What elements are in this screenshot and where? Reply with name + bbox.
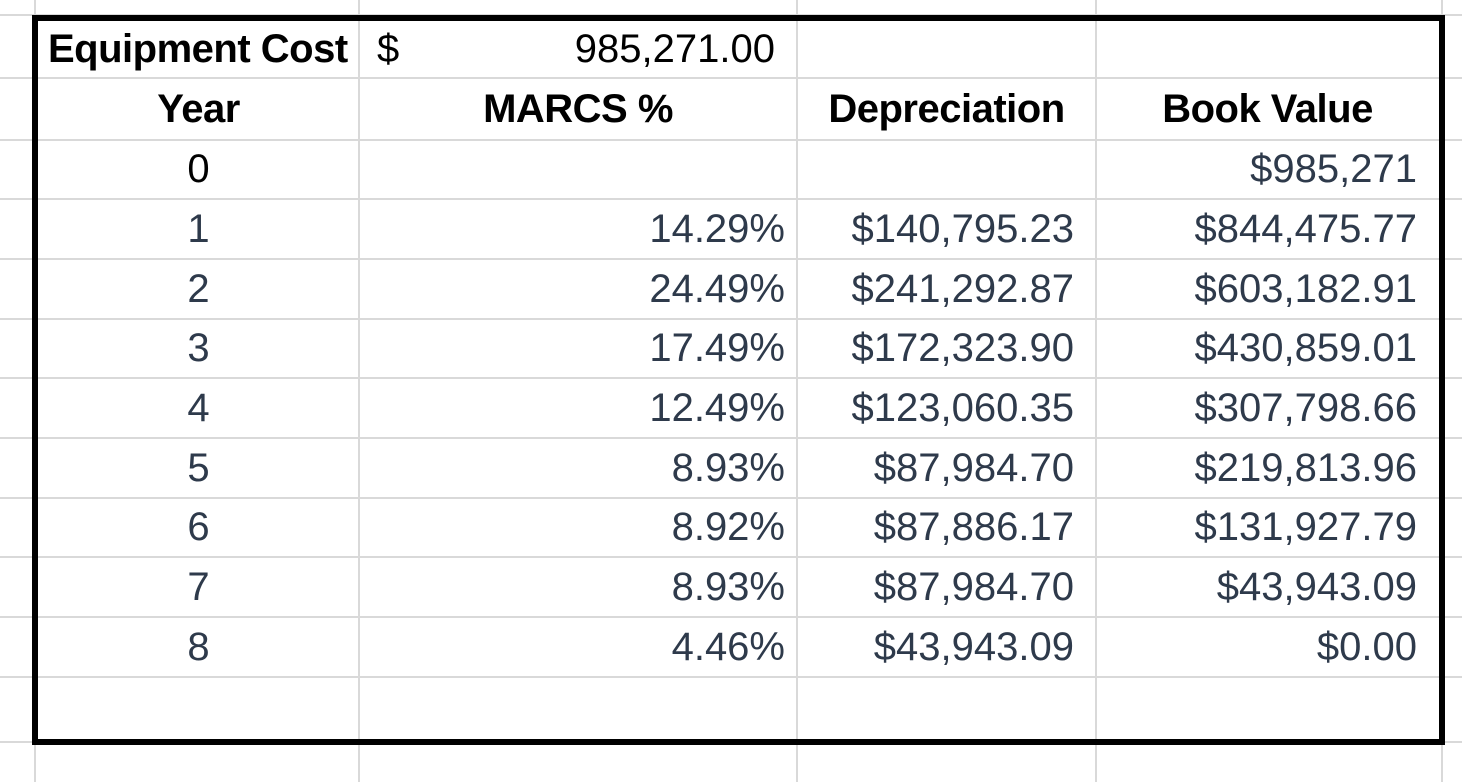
book-value-cell[interactable]: $985,271 bbox=[1250, 147, 1417, 191]
book-value-cell[interactable]: $844,475.77 bbox=[1194, 206, 1417, 251]
depreciation-cell[interactable]: $87,984.70 bbox=[873, 564, 1074, 609]
book-value-cell[interactable]: $430,859.01 bbox=[1194, 326, 1417, 370]
book-value-cell[interactable]: $0.00 bbox=[1316, 624, 1417, 669]
header-year[interactable]: Year bbox=[157, 86, 240, 131]
year-cell[interactable]: 6 bbox=[187, 505, 210, 549]
marcs-cell[interactable]: 8.92% bbox=[671, 505, 785, 549]
gridline-vertical bbox=[1095, 0, 1097, 782]
empty-cell[interactable] bbox=[797, 677, 1096, 739]
gridline-horizontal bbox=[0, 616, 1462, 618]
gridline-horizontal bbox=[0, 77, 1462, 79]
year-cell[interactable]: 4 bbox=[187, 385, 210, 430]
depreciation-cell[interactable] bbox=[797, 140, 1096, 199]
gridline-vertical bbox=[358, 0, 360, 782]
gridline-horizontal bbox=[0, 741, 1462, 743]
empty-cell[interactable] bbox=[359, 677, 797, 739]
book-value-cell[interactable]: $603,182.91 bbox=[1194, 266, 1417, 311]
gridline-horizontal bbox=[0, 258, 1462, 260]
depreciation-cell[interactable]: $172,323.90 bbox=[851, 326, 1074, 370]
gridline-horizontal bbox=[0, 676, 1462, 678]
book-value-cell[interactable]: $131,927.79 bbox=[1194, 505, 1417, 549]
depreciation-cell[interactable]: $87,984.70 bbox=[873, 445, 1074, 490]
book-value-cell[interactable]: $43,943.09 bbox=[1216, 564, 1417, 609]
gridline-vertical bbox=[1441, 0, 1443, 782]
marcs-cell[interactable] bbox=[359, 140, 797, 199]
gridline-horizontal bbox=[0, 198, 1462, 200]
book-value-cell[interactable]: $307,798.66 bbox=[1194, 385, 1417, 430]
gridline-horizontal bbox=[0, 497, 1462, 499]
marcs-cell[interactable]: 8.93% bbox=[671, 564, 785, 609]
gridline-horizontal bbox=[0, 556, 1462, 558]
gridline-horizontal bbox=[0, 377, 1462, 379]
gridline-horizontal bbox=[0, 139, 1462, 141]
marcs-cell[interactable]: 14.29% bbox=[649, 206, 785, 251]
equipment-cost-label-cell[interactable]: Equipment Cost bbox=[48, 27, 348, 71]
gridline-horizontal bbox=[0, 318, 1462, 320]
empty-cell[interactable] bbox=[1096, 677, 1439, 739]
marcs-cell[interactable]: 24.49% bbox=[649, 266, 785, 311]
year-cell[interactable]: 2 bbox=[187, 266, 210, 311]
depreciation-cell[interactable]: $87,886.17 bbox=[873, 505, 1074, 549]
equipment-cost-value-cell[interactable]: $ 985,271.00 bbox=[359, 21, 797, 78]
marcs-cell[interactable]: 4.46% bbox=[671, 624, 785, 669]
depreciation-cell[interactable]: $140,795.23 bbox=[851, 206, 1074, 251]
marcs-cell[interactable]: 12.49% bbox=[649, 385, 785, 430]
currency-symbol: $ bbox=[377, 27, 400, 71]
book-value-cell[interactable]: $219,813.96 bbox=[1194, 445, 1417, 490]
year-cell[interactable]: 1 bbox=[187, 206, 210, 251]
empty-cell[interactable] bbox=[1096, 21, 1439, 78]
equipment-cost-amount: 985,271.00 bbox=[574, 27, 775, 71]
gridline-horizontal bbox=[0, 437, 1462, 439]
depreciation-cell[interactable]: $43,943.09 bbox=[873, 624, 1074, 669]
depreciation-table: Equipment Cost $ 985,271.00 Year MARCS %… bbox=[38, 21, 1439, 739]
gridline-vertical bbox=[34, 0, 36, 782]
gridline-horizontal bbox=[0, 14, 1462, 16]
marcs-cell[interactable]: 17.49% bbox=[649, 326, 785, 370]
empty-cell[interactable] bbox=[38, 677, 359, 739]
header-book-value[interactable]: Book Value bbox=[1162, 86, 1373, 131]
year-cell[interactable]: 5 bbox=[187, 445, 210, 490]
gridline-vertical bbox=[796, 0, 798, 782]
year-cell[interactable]: 8 bbox=[187, 624, 210, 669]
header-depreciation[interactable]: Depreciation bbox=[828, 86, 1065, 131]
depreciation-cell[interactable]: $123,060.35 bbox=[851, 385, 1074, 430]
marcs-cell[interactable]: 8.93% bbox=[671, 445, 785, 490]
year-cell[interactable]: 3 bbox=[187, 326, 210, 370]
year-cell[interactable]: 7 bbox=[187, 564, 210, 609]
header-marcs[interactable]: MARCS % bbox=[483, 86, 673, 131]
year-cell[interactable]: 0 bbox=[187, 147, 210, 191]
empty-cell[interactable] bbox=[797, 21, 1096, 78]
depreciation-cell[interactable]: $241,292.87 bbox=[851, 266, 1074, 311]
